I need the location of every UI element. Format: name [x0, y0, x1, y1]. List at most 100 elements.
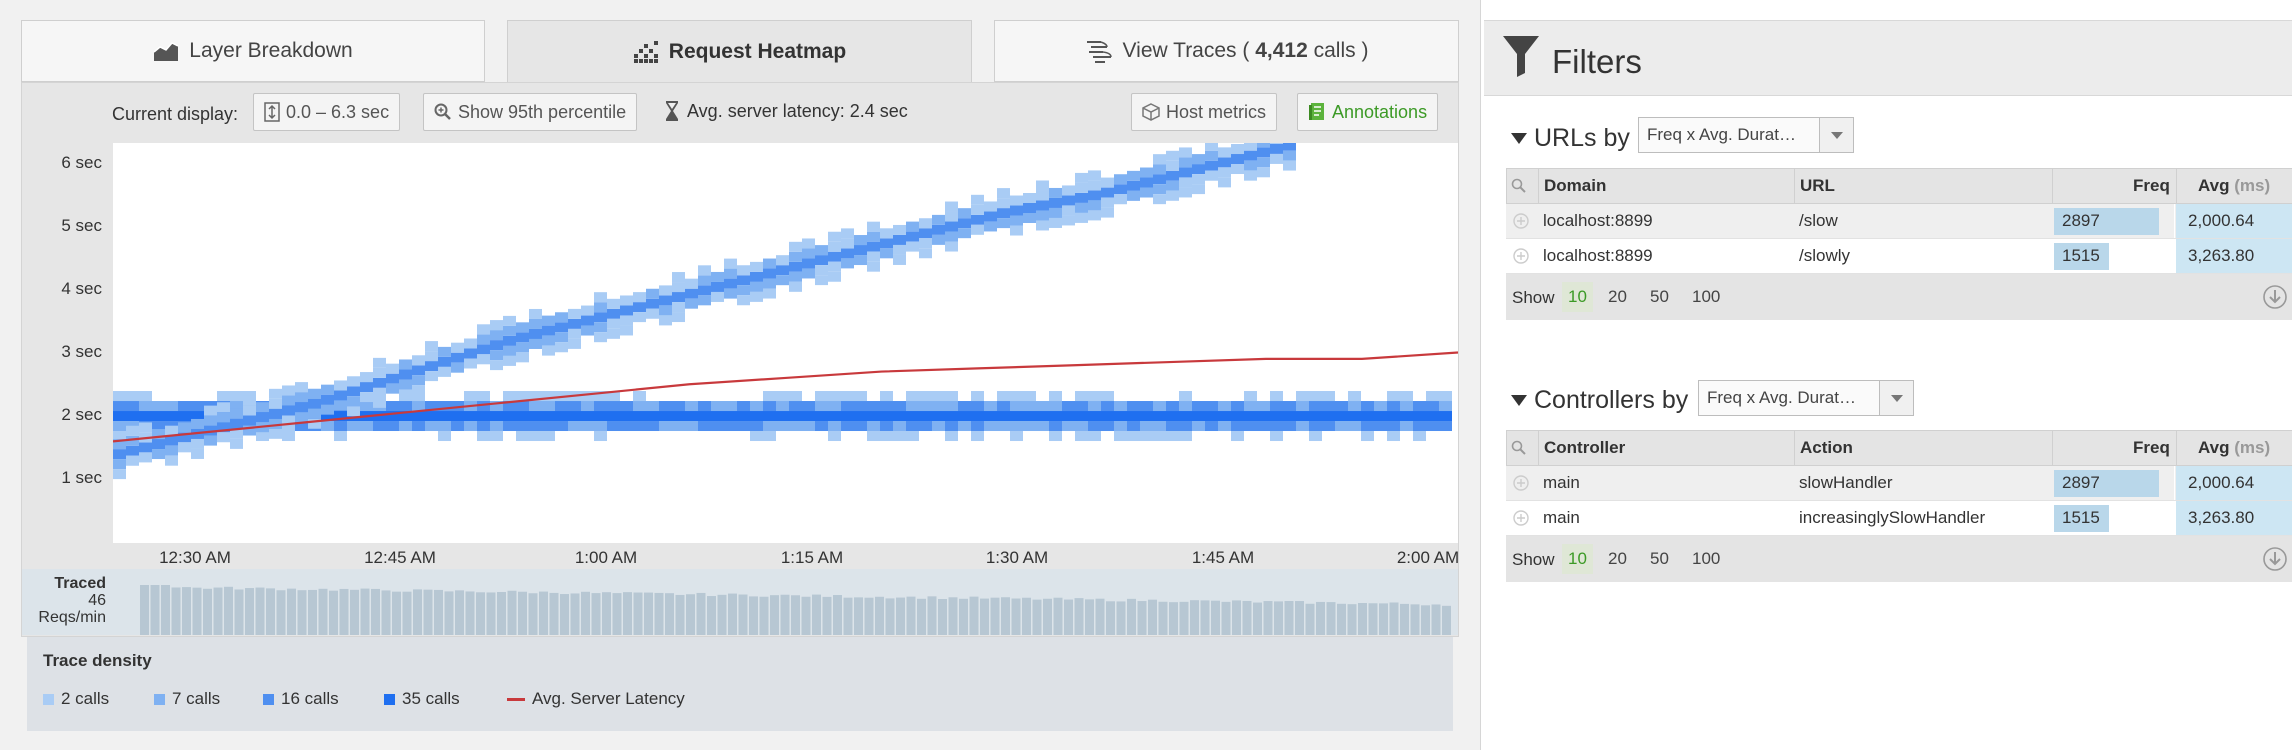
- add-filter-icon[interactable]: [1512, 239, 1530, 273]
- urls-sort-select[interactable]: Freq x Avg. Durat…: [1638, 117, 1854, 153]
- table-row[interactable]: main slowHandler 2897 2,000.64: [1506, 466, 2292, 501]
- heatmap-cell: [1309, 421, 1322, 432]
- heatmap-cell: [633, 302, 646, 313]
- heatmap-cell: [919, 248, 932, 259]
- heatmap-cell: [646, 288, 659, 299]
- tab-layer-breakdown[interactable]: Layer Breakdown: [21, 20, 485, 82]
- page-size-50[interactable]: 50: [1650, 287, 1669, 306]
- page-size-10[interactable]: 10: [1562, 282, 1593, 312]
- host-metrics-button[interactable]: Host metrics: [1131, 93, 1278, 131]
- annotations-button[interactable]: Annotations: [1297, 93, 1439, 131]
- heatmap-cell: [646, 411, 659, 422]
- heatmap-cell: [763, 411, 776, 422]
- table-row[interactable]: localhost:8899 /slow 2897 2,000.64: [1506, 204, 2292, 239]
- heatmap-cell: [1101, 421, 1114, 432]
- heatmap-cell: [1088, 170, 1101, 181]
- heatmap-cell: [490, 360, 503, 371]
- heatmap-cell: [1075, 202, 1088, 213]
- y-tick-label: 6 sec: [61, 153, 102, 172]
- heatmap-cell: [685, 421, 698, 432]
- heatmap-cell: [906, 231, 919, 242]
- traced-bar: [465, 591, 475, 635]
- heatmap-cell: [412, 401, 425, 412]
- plot-area[interactable]: [113, 143, 1458, 543]
- heatmap-cell: [477, 354, 490, 365]
- filter-icon: [1502, 35, 1540, 82]
- heatmap-cell: [1387, 411, 1400, 422]
- heatmap-cell: [1062, 205, 1075, 216]
- heatmap-cell: [542, 391, 555, 402]
- heatmap-cell: [308, 408, 321, 419]
- col-action[interactable]: Action: [1800, 438, 1853, 457]
- download-icon[interactable]: [2262, 546, 2288, 577]
- heatmap-cell: [1400, 421, 1413, 432]
- add-filter-icon[interactable]: [1512, 501, 1530, 535]
- page-size-20[interactable]: 20: [1608, 287, 1627, 306]
- urls-section-toggle[interactable]: URLs by: [1511, 124, 1630, 153]
- heatmap-cell: [607, 401, 620, 412]
- heatmap-cell: [945, 241, 958, 252]
- heatmap-cell: [1374, 401, 1387, 412]
- heatmap-cell: [126, 411, 139, 422]
- heatmap-cell: [1439, 411, 1452, 422]
- traced-bar: [476, 592, 485, 635]
- col-url[interactable]: URL: [1800, 176, 1835, 195]
- heatmap-cell: [516, 332, 529, 343]
- heatmap-cell: [542, 345, 555, 356]
- page-size-10[interactable]: 10: [1562, 544, 1593, 574]
- heatmap-panel: Layer Breakdown Request Heatmap View Tra…: [21, 20, 1460, 731]
- traced-bar: [528, 593, 538, 635]
- heatmap-cell: [1036, 190, 1049, 201]
- page-size-50[interactable]: 50: [1650, 549, 1669, 568]
- heatmap-cell: [958, 228, 971, 239]
- range-button[interactable]: 0.0 – 6.3 sec: [253, 93, 401, 131]
- heatmap-cell: [802, 258, 815, 269]
- table-row[interactable]: localhost:8899 /slowly 1515 3,263.80: [1506, 239, 2292, 274]
- heatmap-cell: [399, 379, 412, 390]
- heatmap-cell: [1140, 431, 1153, 442]
- heatmap-cell: [1179, 187, 1192, 198]
- heatmap-cell: [1075, 192, 1088, 203]
- heatmap-cell: [1426, 391, 1439, 402]
- controllers-sort-select[interactable]: Freq x Avg. Durat…: [1698, 380, 1914, 416]
- heatmap-cell: [594, 401, 607, 412]
- col-domain[interactable]: Domain: [1544, 176, 1607, 195]
- heatmap-cell: [1309, 431, 1322, 442]
- heatmap-cell: [542, 325, 555, 336]
- heatmap-cell: [1114, 194, 1127, 205]
- col-freq[interactable]: Freq: [2133, 176, 2170, 195]
- page-size-20[interactable]: 20: [1608, 549, 1627, 568]
- col-controller[interactable]: Controller: [1544, 438, 1626, 457]
- table-row[interactable]: main increasinglySlowHandler 1515 3,263.…: [1506, 501, 2292, 536]
- heatmap-cell: [256, 412, 269, 423]
- y-tick-label: 5 sec: [61, 216, 102, 235]
- heatmap-cell: [321, 384, 334, 395]
- show-percentile-button[interactable]: Show 95th percentile: [423, 93, 638, 131]
- heatmap-cell: [594, 322, 607, 333]
- page-size-100[interactable]: 100: [1692, 287, 1721, 306]
- heatmap-cell: [555, 421, 568, 432]
- heatmap-cell: [243, 395, 256, 406]
- search-icon[interactable]: [1511, 431, 1535, 465]
- col-freq[interactable]: Freq: [2133, 438, 2170, 457]
- heatmap-cell: [165, 435, 178, 446]
- heatmap-cell: [555, 322, 568, 333]
- download-icon[interactable]: [2262, 284, 2288, 315]
- heatmap-cell: [1049, 197, 1062, 208]
- add-filter-icon[interactable]: [1512, 466, 1530, 500]
- page-size-100[interactable]: 100: [1692, 549, 1721, 568]
- heatmap-cell: [1114, 174, 1127, 185]
- freq-bar: [2054, 243, 2109, 270]
- x-tick-label: 12:30 AM: [159, 548, 231, 567]
- search-icon[interactable]: [1511, 169, 1535, 203]
- col-avg[interactable]: Avg (ms): [2198, 176, 2271, 195]
- controllers-section-toggle[interactable]: Controllers by: [1511, 386, 1688, 415]
- col-avg[interactable]: Avg (ms): [2198, 438, 2271, 457]
- heatmap-cell: [698, 411, 711, 422]
- tab-view-traces[interactable]: View Traces ( 4,412 calls ): [994, 20, 1459, 82]
- heatmap-cell: [867, 241, 880, 252]
- tab-request-heatmap[interactable]: Request Heatmap: [507, 20, 972, 83]
- heatmap-cell: [1439, 391, 1452, 402]
- traced-bar: [1001, 597, 1010, 635]
- add-filter-icon[interactable]: [1512, 204, 1530, 238]
